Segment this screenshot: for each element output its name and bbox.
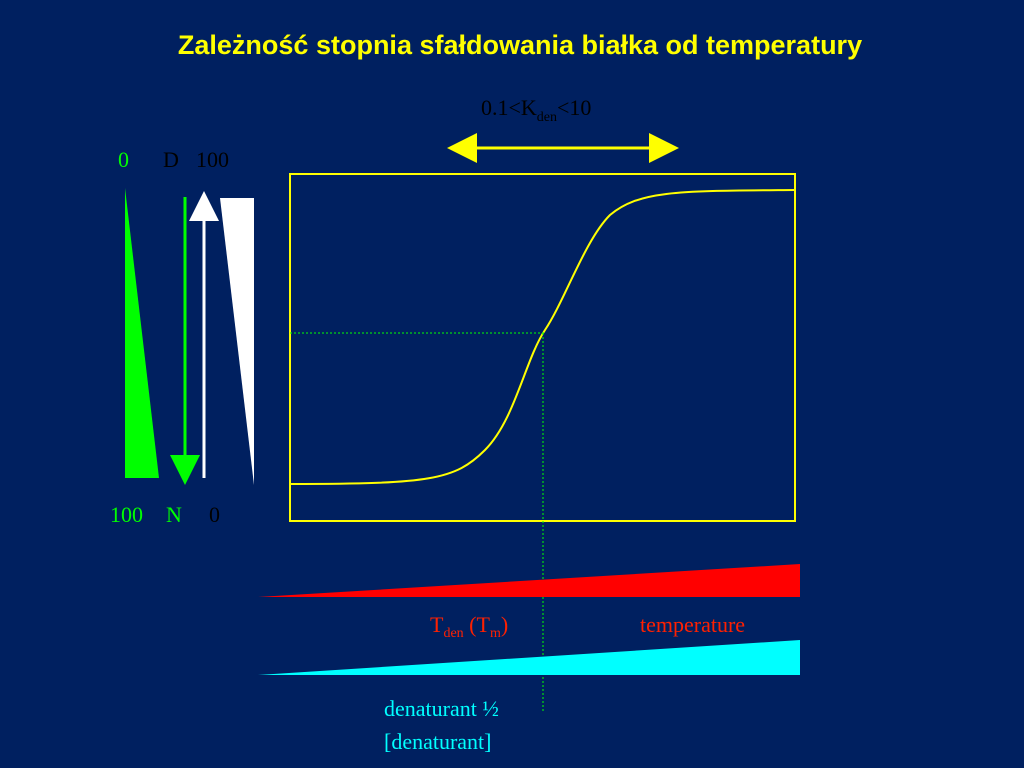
- tm-subscript: m: [489, 626, 501, 641]
- scale-top-green-label: 0: [118, 147, 129, 172]
- tden-label: Tden (Tm): [430, 612, 509, 641]
- scale-bottom-n-label: N: [166, 502, 182, 527]
- tm-open: (T: [463, 612, 490, 637]
- slide-title: Zależność stopnia sfałdowania białka od …: [177, 30, 863, 60]
- denaturant-label: [denaturant]: [384, 729, 492, 754]
- denaturation-curve: [289, 189, 796, 485]
- white-denatured-wedge: [220, 198, 254, 485]
- scale-top-d-label: D: [163, 147, 179, 172]
- green-native-wedge: [125, 188, 159, 478]
- denaturant-wedge: [258, 640, 800, 675]
- scale-bottom-green-label: 100: [110, 502, 143, 527]
- tm-close: ): [500, 612, 509, 637]
- tden-main: T: [430, 612, 444, 637]
- temperature-label: temperature: [640, 612, 746, 637]
- k-range-label: 0.1<Kden<10: [481, 95, 592, 125]
- temperature-wedge: [258, 564, 800, 597]
- denaturant-half-label: denaturant ½: [384, 696, 499, 721]
- k-range-suffix: <10: [557, 95, 592, 120]
- plot-frame: [289, 173, 796, 522]
- k-range-subscript: den: [536, 110, 558, 125]
- scale-top-white-label: 100: [196, 147, 229, 172]
- tden-subscript: den: [443, 626, 464, 641]
- k-range-prefix: 0.1<K: [481, 95, 537, 120]
- scale-bottom-white-label: 0: [209, 502, 220, 527]
